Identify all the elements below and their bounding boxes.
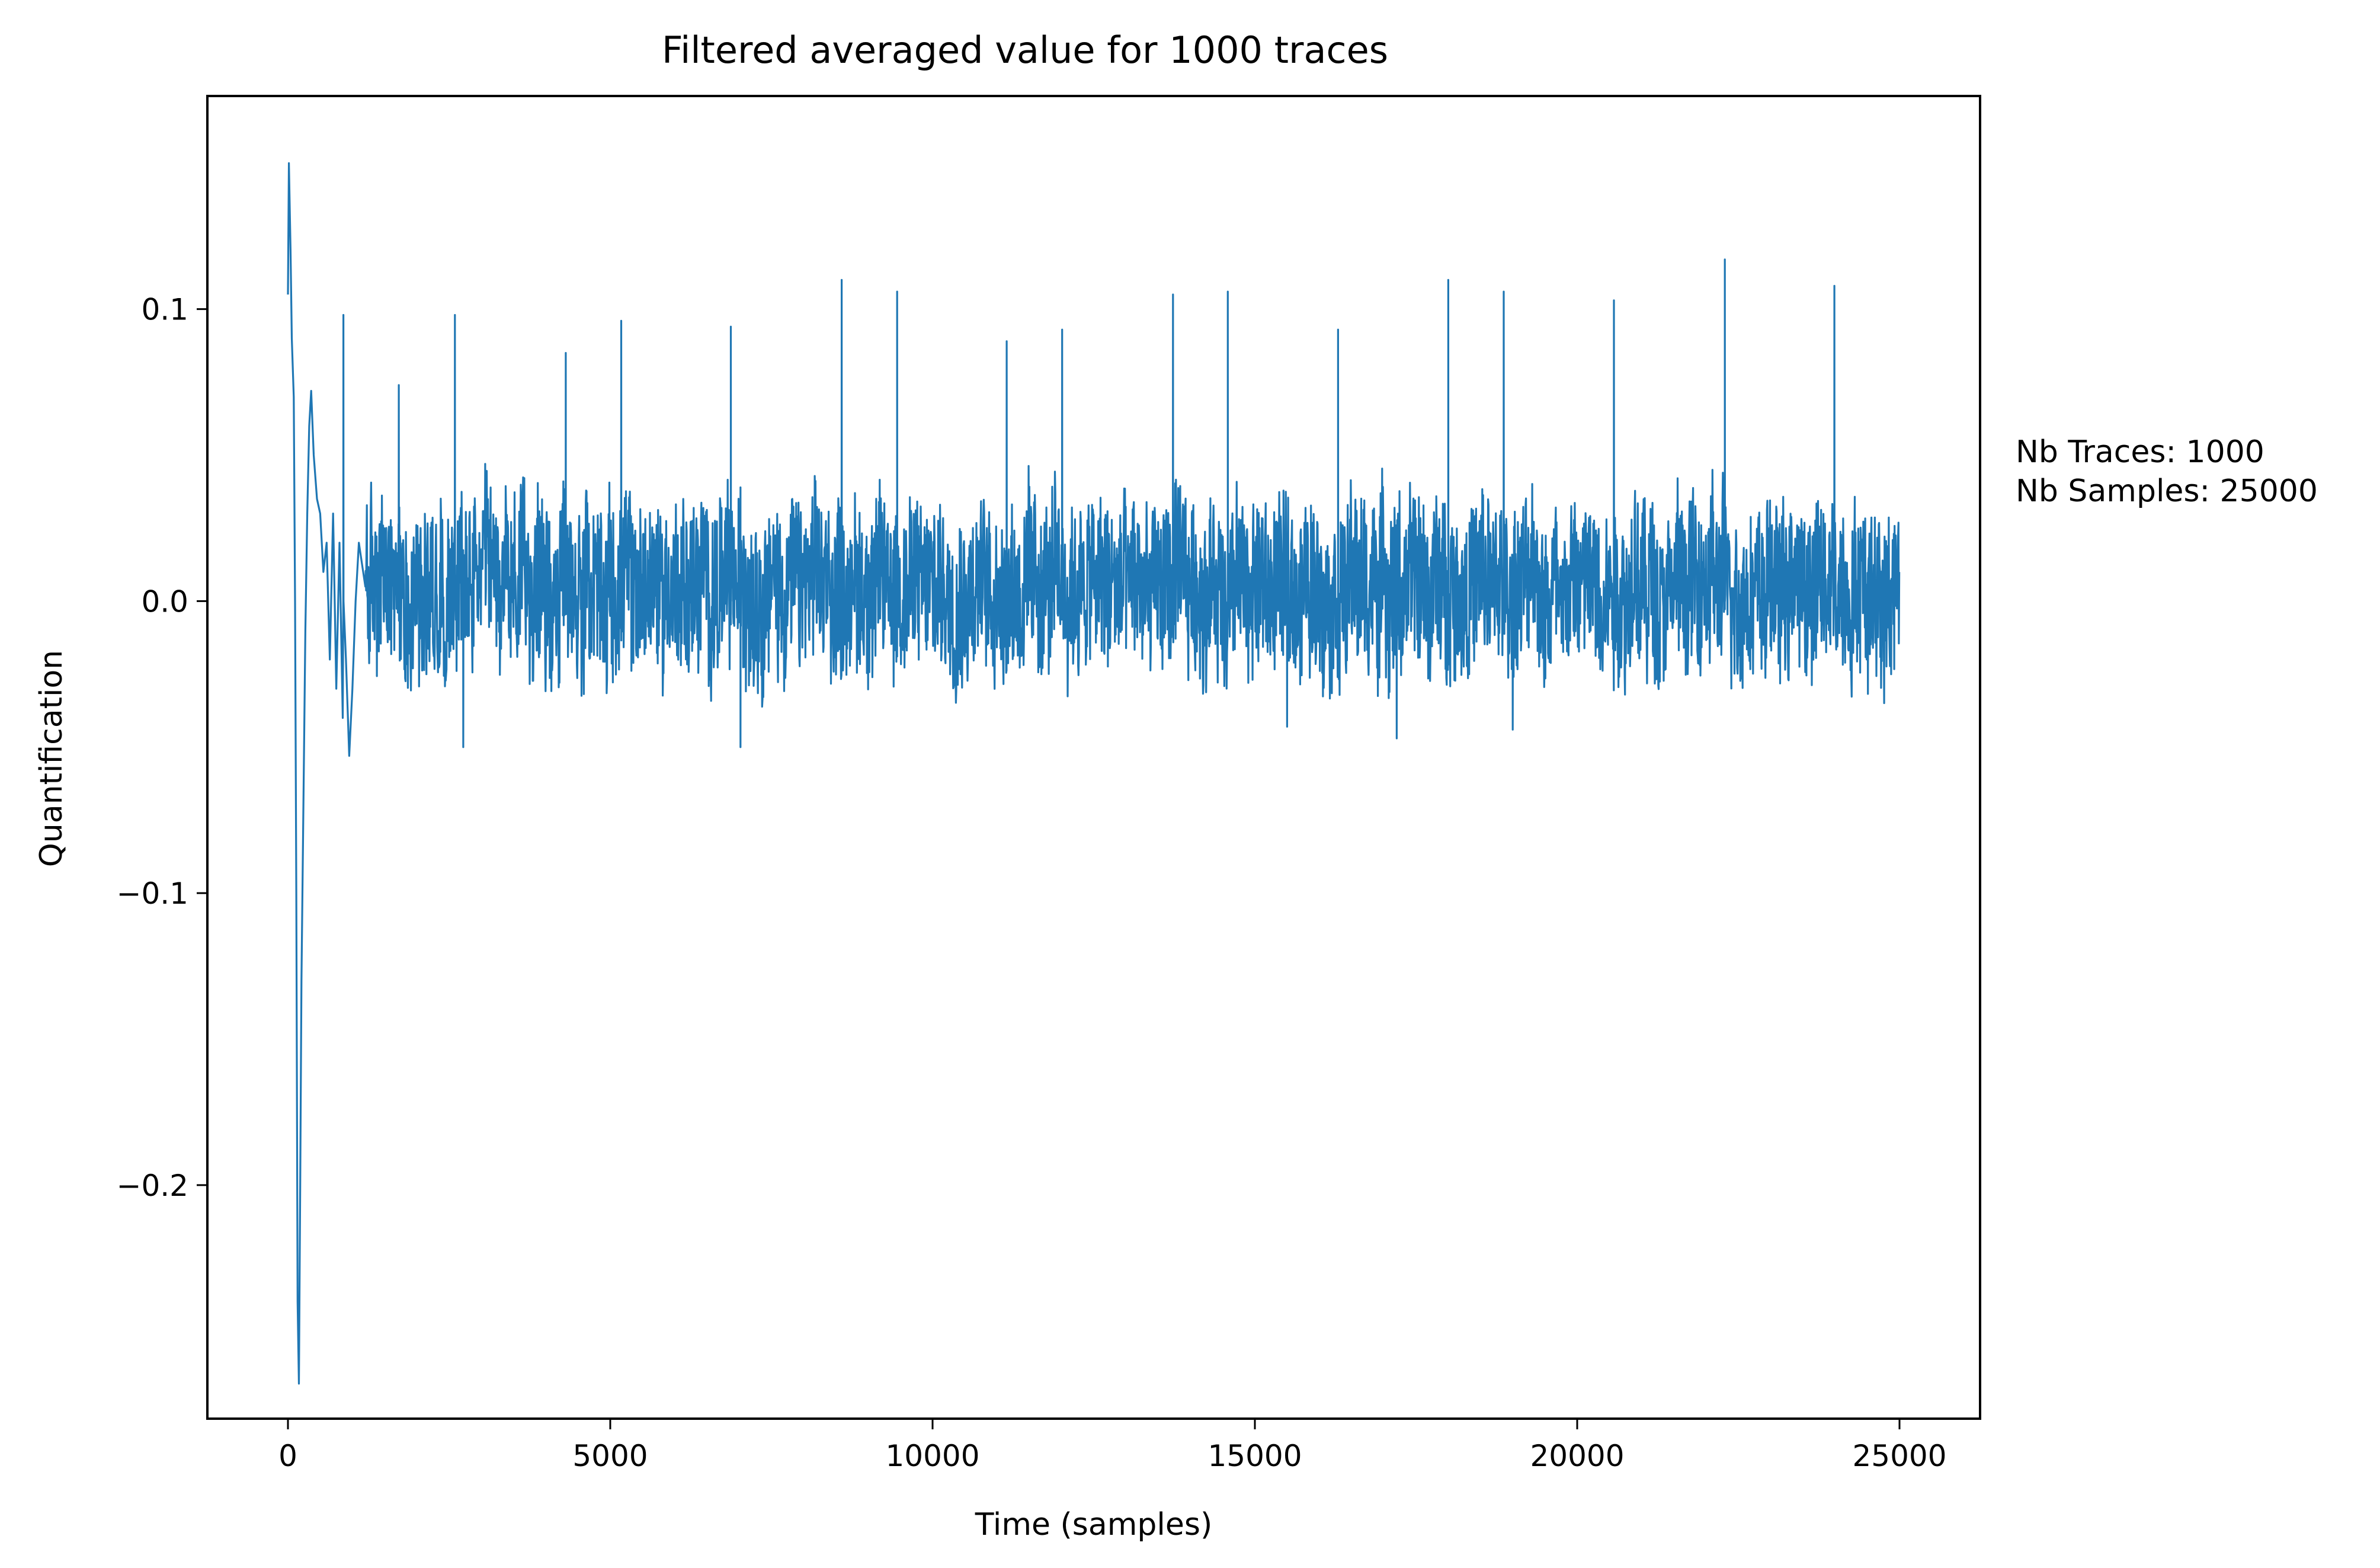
annotation-nb-samples: Nb Samples: 25000	[2016, 473, 2318, 509]
x-axis: 0 5000 10000 15000 20000 25000	[278, 1419, 1947, 1473]
annotation-box: Nb Traces: 1000 Nb Samples: 25000	[2016, 434, 2318, 509]
x-axis-label: Time (samples)	[975, 1507, 1213, 1543]
y-tick-label-0: 0.1	[141, 293, 188, 327]
y-tick-label-2: −0.1	[117, 876, 188, 911]
x-tick-label-1: 5000	[572, 1439, 648, 1473]
annotation-nb-traces: Nb Traces: 1000	[2016, 434, 2264, 470]
x-tick-label-5: 25000	[1852, 1439, 1946, 1473]
x-tick-label-3: 15000	[1207, 1439, 1302, 1473]
plot-area	[206, 95, 1981, 1420]
x-tick-label-0: 0	[278, 1439, 297, 1473]
x-tick-label-2: 10000	[885, 1439, 979, 1473]
series-line-0	[287, 162, 1901, 1385]
plot-frame	[206, 95, 1981, 1420]
y-tick-label-3: −0.2	[117, 1169, 188, 1203]
y-axis: 0.1 0.0 −0.1 −0.2	[117, 293, 207, 1203]
y-axis-label: Quantification	[34, 650, 69, 867]
y-tick-label-1: 0.0	[141, 584, 188, 619]
chart-title: Filtered averaged value for 1000 traces	[662, 28, 1388, 72]
x-tick-label-4: 20000	[1530, 1439, 1624, 1473]
